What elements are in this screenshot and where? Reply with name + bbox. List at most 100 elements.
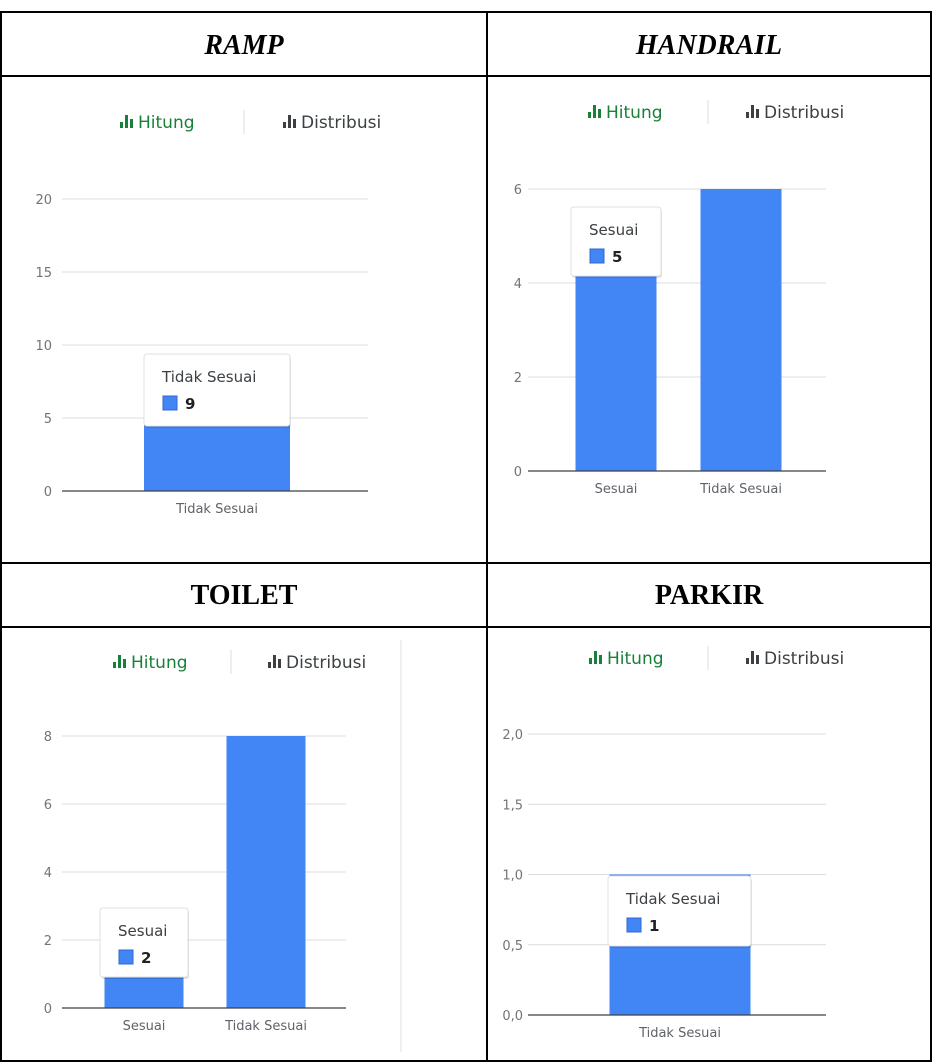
bar-chart-icon-bar [288,115,291,128]
bar-chart-icon [588,105,601,118]
y-tick-label: 4 [514,277,522,292]
tab-distribusi-label: Distribusi [301,113,381,133]
table-outer-border [0,11,932,1062]
bar-chart-icon-bar [746,112,749,118]
tooltip-swatch [589,248,605,264]
tooltip-label: Sesuai [118,922,167,940]
bar[interactable] [226,736,306,1008]
bar[interactable] [700,189,782,471]
bar-chart-icon-bar [120,122,123,128]
chart-panel: Hitung Distribusi 0 5 10 15 20 Tidak SesuaiTida… [35,110,381,517]
tooltip-value: 1 [649,917,659,935]
tab-distribusi-label: Distribusi [286,653,366,673]
bar-chart-icon-bar [283,122,286,128]
bar-chart-icon-bar [746,658,749,664]
tab-distribusi[interactable]: Distribusi [746,649,844,669]
bar-chart-icon-bar [588,112,591,118]
tooltip: Sesuai 2 [99,907,189,979]
y-tick-label: 20 [35,193,52,208]
chart-panel: Hitung Distribusi 0 2 4 6 Sesuai Tidak Sesuai Se… [514,100,844,497]
tooltip-value: 5 [612,248,622,266]
bar-chart-icon-bar [598,109,601,118]
tab-hitung[interactable]: Hitung [589,649,664,669]
header-toilet: TOILET [191,580,298,611]
tab-hitung[interactable]: Hitung [113,653,188,673]
tab-hitung-label: Hitung [138,113,195,133]
tab-distribusi[interactable]: Distribusi [746,103,844,123]
bar-chart-icon-bar [278,659,281,668]
bar-chart-icon-bar [273,655,276,668]
y-tick-label: 1,0 [502,869,523,884]
tooltip-label: Sesuai [589,221,638,239]
tab-hitung[interactable]: Hitung [588,103,663,123]
x-category-label: Tidak Sesuai [699,482,782,497]
bar-chart-icon-bar [130,119,133,128]
bar-chart-icon-bar [593,105,596,118]
bar-chart-icon [283,115,296,128]
tooltip-swatch [162,395,178,411]
tooltip-box [607,875,752,947]
y-tick-label: 5 [44,412,52,427]
tooltip-box [143,353,291,427]
y-tick-label: 2,0 [502,728,523,743]
tooltip-label: Tidak Sesuai [625,890,720,908]
bar-chart-icon [746,105,759,118]
y-tick-label: 4 [44,866,52,881]
y-tick-label: 2 [44,934,52,949]
y-tick-label: 0,0 [502,1009,523,1024]
bar-chart-icon-bar [756,109,759,118]
bar-chart-icon-bar [594,651,597,664]
y-tick-label: 8 [44,730,52,745]
x-category-label: Sesuai [123,1019,166,1034]
bar-chart-icon-bar [589,658,592,664]
tab-distribusi[interactable]: Distribusi [283,113,381,133]
chart-panel: Hitung Distribusi 0 2 4 6 8 Sesuai Tidak Sesuai S… [44,650,366,1034]
tooltip: Sesuai 5 [570,206,662,278]
tab-distribusi-label: Distribusi [764,649,844,669]
bar-chart-icon-bar [113,662,116,668]
tooltip-swatch [118,949,134,965]
bar-chart-icon-bar [599,655,602,664]
tab-distribusi-label: Distribusi [764,103,844,123]
header-handrail: HANDRAIL [635,30,782,61]
y-tick-label: 6 [514,183,522,198]
tooltip: Tidak Sesuai 9 [143,353,291,428]
x-category-label: Tidak Sesuai [224,1019,307,1034]
y-tick-label: 0 [44,1002,52,1017]
bar-chart-icon-bar [125,115,128,128]
bar-chart-icon [268,655,281,668]
bar-chart-icon [113,655,126,668]
tab-hitung[interactable]: Hitung [120,113,195,133]
chart-panel: Hitung Distribusi 0,0 0,5 1,0 1,5 2,0 Tidak Ses… [502,646,844,1041]
tooltip-swatch [626,917,642,933]
y-tick-label: 6 [44,798,52,813]
bar-chart-icon [120,115,133,128]
y-tick-label: 15 [35,266,52,281]
bar-chart-icon-bar [756,655,759,664]
bar-chart-icon [746,651,759,664]
bar-chart-icon-bar [268,662,271,668]
x-category-label: Sesuai [595,482,638,497]
header-ramp: RAMP [203,30,284,61]
bar-chart-icon [589,651,602,664]
x-category-label: Tidak Sesuai [638,1026,721,1041]
tab-distribusi[interactable]: Distribusi [268,653,366,673]
y-tick-label: 10 [35,339,52,354]
header-parkir: PARKIR [655,580,764,611]
tooltip-value: 2 [141,949,151,967]
y-tick-label: 1,5 [502,798,523,813]
bar-chart-icon-bar [123,659,126,668]
tab-hitung-label: Hitung [607,649,664,669]
y-tick-label: 2 [514,371,522,386]
y-tick-label: 0 [514,465,522,480]
tab-hitung-label: Hitung [131,653,188,673]
bar-chart-icon-bar [751,105,754,118]
tab-hitung-label: Hitung [606,103,663,123]
bar-chart-icon-bar [293,119,296,128]
tooltip-value: 9 [185,395,195,413]
y-tick-label: 0,5 [502,939,523,954]
tooltip-label: Tidak Sesuai [161,368,256,386]
y-tick-label: 0 [44,485,52,500]
bar-chart-icon-bar [751,651,754,664]
